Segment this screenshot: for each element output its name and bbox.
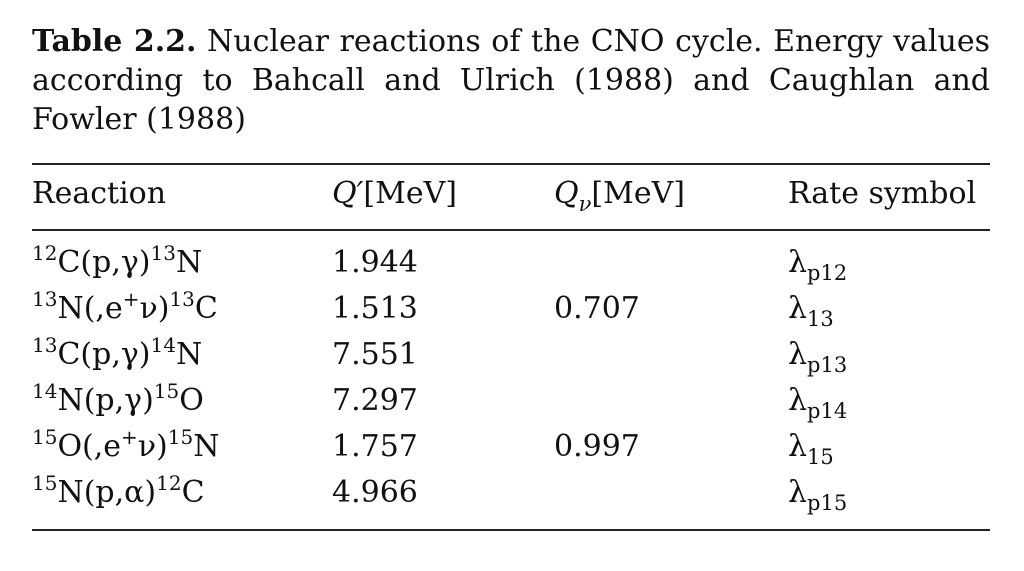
q-prime-cell: 1.513 [332, 291, 418, 326]
q-prime-cell: 7.297 [332, 383, 418, 418]
reaction-body: C(p,γ) [57, 245, 151, 280]
lambda-symbol: λ [788, 245, 808, 280]
q-prime-symbol: Q′ [332, 176, 364, 211]
table-label: Table 2.2. [32, 24, 197, 59]
charge-superscript: + [122, 287, 140, 311]
reaction-body: ν) [137, 429, 168, 464]
q-prime-unit: [MeV] [363, 176, 457, 211]
mass-number: 12 [32, 241, 58, 265]
mass-number: 15 [32, 425, 58, 449]
rate-symbol-cell: λ13 [788, 286, 834, 332]
lambda-symbol: λ [788, 383, 808, 418]
reaction-body: N(p,γ) [57, 383, 154, 418]
table-caption: Table 2.2. Nuclear reactions of the CNO … [32, 22, 990, 139]
reaction-cell: 14N(p,γ)15O [32, 378, 204, 424]
rate-symbol-cell: λ15 [788, 424, 834, 470]
q-nu-subscript: ν [578, 192, 592, 216]
header-rate-symbol: Rate symbol [788, 176, 977, 211]
reaction-cell: 13N(,e+ν)13C [32, 286, 218, 332]
q-nu-cell: 0.707 [554, 291, 640, 326]
rate-subscript: 13 [807, 307, 834, 331]
rate-subscript: p13 [807, 353, 848, 377]
product-element: C [194, 291, 218, 326]
rate-symbol-cell: λp15 [788, 470, 847, 516]
table-caption-block: Table 2.2. Nuclear reactions of the CNO … [32, 22, 990, 139]
product-element: N [175, 245, 203, 280]
lambda-symbol: λ [788, 337, 808, 372]
reaction-cell: 13C(p,γ)14N [32, 332, 202, 378]
product-element: N [175, 337, 203, 372]
header-q-prime: Q′[MeV] [332, 176, 457, 212]
mass-number: 15 [167, 425, 194, 449]
mass-number: 15 [153, 379, 180, 403]
rate-subscript: p14 [807, 399, 848, 423]
mass-number: 13 [32, 287, 58, 311]
rate-subscript: p15 [807, 491, 848, 515]
header-q-nu: Qν[MeV] [554, 176, 685, 215]
table-header-rule [32, 229, 990, 231]
q-prime-cell: 4.966 [332, 475, 418, 510]
table-row: 13N(,e+ν)13C 1.513 0.707 λ13 [32, 286, 990, 332]
q-prime-cell: 1.757 [332, 429, 418, 464]
q-nu-unit: [MeV] [591, 176, 685, 211]
mass-number: 14 [150, 333, 176, 357]
q-prime-cell: 7.551 [332, 337, 418, 372]
reaction-cell: 15O(,e+ν)15N [32, 424, 219, 470]
table-bottom-rule [32, 529, 990, 531]
lambda-symbol: λ [788, 429, 808, 464]
product-element: C [181, 475, 205, 510]
table-row: 14N(p,γ)15O 7.297 λp14 [32, 378, 990, 424]
mass-number: 13 [32, 333, 58, 357]
q-nu-cell: 0.997 [554, 429, 640, 464]
reaction-body: ν) [139, 291, 170, 326]
product-element: O [179, 383, 204, 418]
lambda-symbol: λ [788, 291, 808, 326]
lambda-symbol: λ [788, 475, 808, 510]
charge-superscript: + [121, 425, 138, 449]
table-row: 15N(p,α)12C 4.966 λp15 [32, 470, 990, 516]
rate-subscript: p12 [807, 261, 848, 285]
q-prime-cell: 1.944 [332, 245, 418, 280]
reaction-body: O(,e [57, 429, 122, 464]
product-element: N [193, 429, 220, 464]
mass-number: 12 [156, 471, 182, 495]
mass-number: 15 [32, 471, 58, 495]
rate-symbol-cell: λp12 [788, 240, 847, 286]
mass-number: 13 [150, 241, 176, 265]
table-top-rule [32, 163, 990, 165]
rate-subscript: 15 [807, 445, 834, 469]
table-row: 12C(p,γ)13N 1.944 λp12 [32, 240, 990, 286]
rate-symbol-cell: λp14 [788, 378, 847, 424]
table-row: 13C(p,γ)14N 7.551 λp13 [32, 332, 990, 378]
mass-number: 13 [169, 287, 195, 311]
reaction-body: C(p,γ) [57, 337, 151, 372]
rate-symbol-cell: λp13 [788, 332, 847, 378]
table-row: 15O(,e+ν)15N 1.757 0.997 λ15 [32, 424, 990, 470]
reaction-cell: 12C(p,γ)13N [32, 240, 202, 286]
reaction-cell: 15N(p,α)12C [32, 470, 205, 516]
header-reaction: Reaction [32, 176, 167, 211]
caption-text: Nuclear reactions of the CNO cycle. Ener… [32, 24, 990, 137]
mass-number: 14 [32, 379, 58, 403]
q-nu-symbol: Q [554, 176, 579, 211]
reaction-body: N(,e [57, 291, 123, 326]
reaction-body: N(p,α) [57, 475, 157, 510]
